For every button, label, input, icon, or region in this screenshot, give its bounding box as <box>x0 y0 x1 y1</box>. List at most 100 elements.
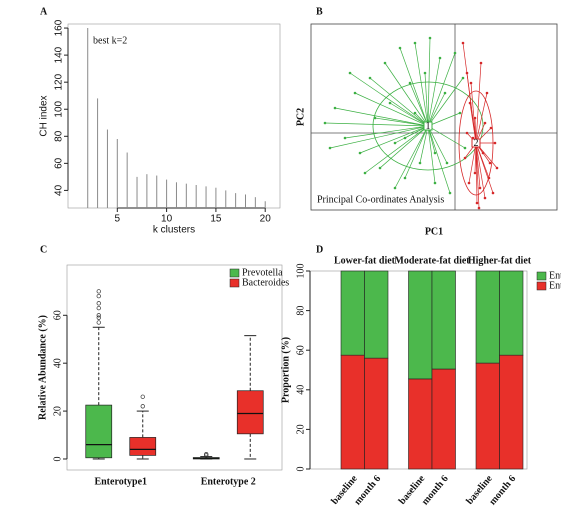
point <box>368 76 372 80</box>
y-tick-label: 40 <box>295 385 306 395</box>
point <box>483 121 487 125</box>
outlier <box>96 301 101 306</box>
spoke <box>384 62 429 127</box>
point <box>493 141 497 145</box>
spoke <box>369 77 429 127</box>
x-tick-label: 5 <box>115 214 121 225</box>
group-label: Higher-fat diet <box>468 255 532 266</box>
point <box>418 161 422 165</box>
point <box>475 201 479 205</box>
point <box>383 61 387 65</box>
point <box>378 166 382 170</box>
outlier <box>96 289 101 294</box>
point <box>413 41 417 45</box>
spoke <box>427 112 461 127</box>
spoke <box>324 122 429 127</box>
point <box>468 101 472 105</box>
spoke <box>468 142 477 184</box>
point <box>358 151 362 155</box>
point <box>398 46 402 50</box>
y-tick-label: 140 <box>54 46 65 63</box>
y-tick-label: 60 <box>54 157 65 169</box>
point <box>465 71 469 75</box>
group-label: Moderate-fat diet <box>394 255 470 266</box>
box <box>236 390 264 435</box>
point <box>495 166 499 170</box>
point <box>433 181 437 185</box>
spoke <box>399 47 429 127</box>
outlier <box>96 293 101 299</box>
y-axis-label: PC2 <box>295 108 306 126</box>
y-axis-label: CH index <box>39 95 50 136</box>
spoke <box>374 117 429 127</box>
spoke <box>470 82 477 144</box>
legend-swatch <box>536 271 547 281</box>
y-tick-label: 0 <box>295 467 306 472</box>
bar-segment <box>431 368 456 470</box>
spoke <box>329 125 429 149</box>
legend-label: Bacteroides <box>242 277 289 288</box>
spoke <box>344 125 429 139</box>
y-tick-label: 40 <box>52 358 63 368</box>
spoke <box>427 77 464 127</box>
spoke <box>389 102 429 127</box>
point <box>393 186 397 190</box>
point <box>491 191 495 195</box>
group-label: Lower-fat diet <box>334 255 396 266</box>
spoke <box>334 107 429 127</box>
panel-label: D <box>316 244 323 255</box>
point <box>478 186 482 190</box>
point <box>463 146 467 150</box>
legend-swatch <box>229 268 240 278</box>
spoke <box>427 52 456 127</box>
bar-segment <box>340 270 365 356</box>
spoke <box>427 125 451 194</box>
outlier <box>96 315 101 320</box>
spoke <box>475 142 486 199</box>
spoke <box>349 72 429 127</box>
point <box>363 171 367 175</box>
spoke <box>427 92 446 127</box>
point <box>408 81 412 85</box>
point <box>373 116 377 120</box>
y-tick-label: 40 <box>54 184 65 196</box>
spoke <box>424 72 429 127</box>
x-axis-label: PC1 <box>425 226 443 237</box>
spoke <box>404 125 429 179</box>
point <box>413 111 417 115</box>
x-tick-label: Enterotype1 <box>94 476 147 487</box>
point <box>461 41 465 45</box>
centroid <box>423 121 433 131</box>
point <box>469 81 473 85</box>
point <box>333 106 337 110</box>
point <box>448 191 452 195</box>
x-tick-label: 20 <box>260 214 272 225</box>
point <box>403 136 407 140</box>
y-tick-label: 120 <box>54 73 65 90</box>
bar-segment <box>475 362 500 470</box>
point <box>323 121 327 125</box>
point <box>428 36 432 40</box>
spoke <box>469 102 477 144</box>
point <box>328 146 332 150</box>
y-axis-label: Proportion (%) <box>280 337 291 403</box>
point <box>477 206 481 210</box>
point <box>465 131 469 135</box>
spoke <box>359 125 429 154</box>
x-axis-label: k clusters <box>153 225 195 236</box>
point <box>393 141 397 145</box>
bar-segment <box>499 354 524 470</box>
y-tick-label: 80 <box>295 306 306 316</box>
point <box>443 91 447 95</box>
point <box>458 111 462 115</box>
point <box>473 171 477 175</box>
box <box>85 404 113 459</box>
y-axis-label: Relative Abundance (%) <box>37 315 48 420</box>
box <box>129 437 157 456</box>
y-tick-label: 60 <box>295 345 306 355</box>
point <box>348 71 352 75</box>
legend-swatch <box>229 278 240 288</box>
panel-label: C <box>40 244 47 255</box>
bar-segment <box>408 378 433 470</box>
